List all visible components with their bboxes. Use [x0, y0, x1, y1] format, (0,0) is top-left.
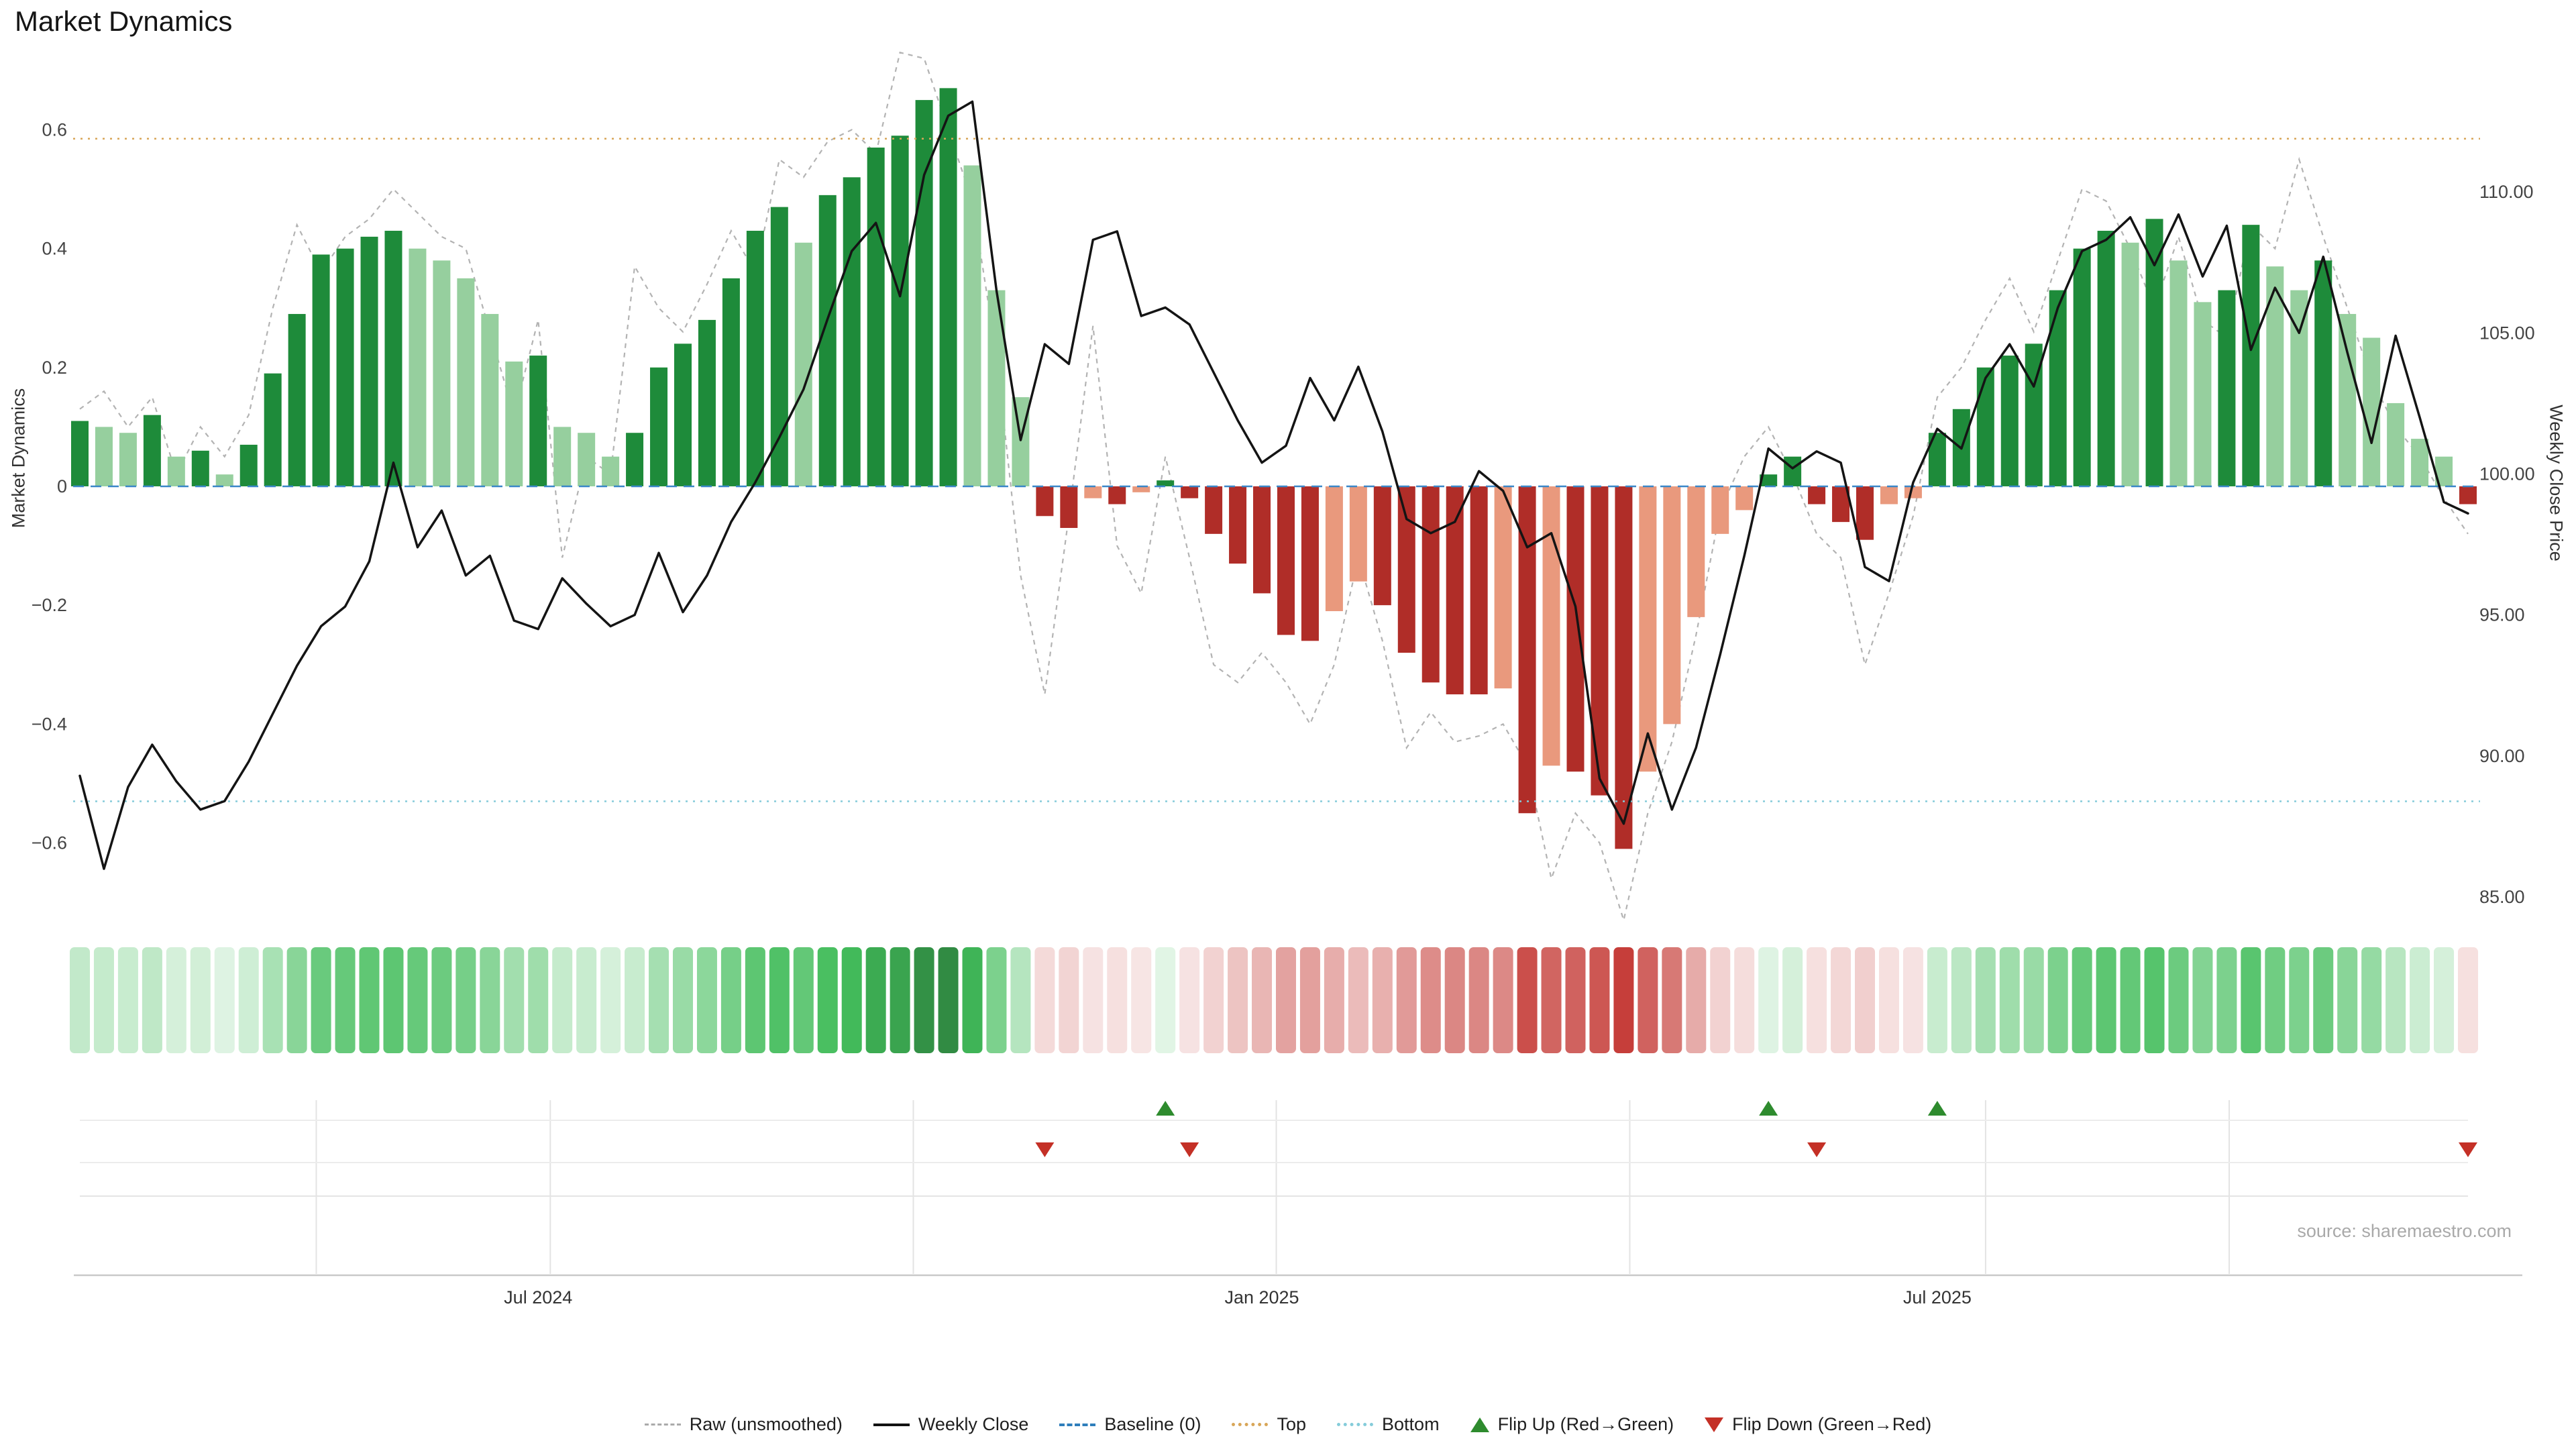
legend-item-flip-down: Flip Down (Green→Red)	[1705, 1414, 1931, 1435]
flip-up-marker-icon	[1759, 1101, 1778, 1116]
left-axis-title: Market Dynamics	[8, 388, 29, 529]
left-axis-tick: 0.6	[42, 119, 67, 140]
left-axis-tick: 0	[57, 476, 67, 496]
legend-label: Bottom	[1382, 1414, 1440, 1434]
flip-down-triangle-icon	[1705, 1417, 1724, 1432]
left-axis-tick: −0.6	[32, 833, 67, 853]
left-axis-tick: −0.2	[32, 595, 67, 615]
left-axis-tick: −0.4	[32, 714, 67, 734]
flip-up-triangle-icon	[1470, 1417, 1489, 1432]
right-axis-tick: 100.00	[2479, 464, 2535, 484]
left-axis-tick: 0.2	[42, 358, 67, 378]
flip-down-marker-icon	[1180, 1142, 1199, 1157]
x-axis-tick: Jan 2025	[1224, 1287, 1299, 1307]
weekly-close-line-swatch-icon	[873, 1423, 910, 1426]
flip-down-marker-icon	[1035, 1142, 1055, 1157]
flip-down-marker-icon	[1807, 1142, 1827, 1157]
right-axis-tick: 95.00	[2479, 605, 2525, 625]
legend-label: Raw (unsmoothed)	[689, 1414, 843, 1434]
baseline-swatch-icon	[1059, 1423, 1096, 1426]
source-attribution: source: sharemaestro.com	[2297, 1221, 2512, 1241]
right-axis-title: Weekly Close Price	[2546, 405, 2567, 561]
legend-item-top: Top	[1232, 1414, 1306, 1435]
bottom-line-swatch-icon	[1337, 1423, 1374, 1426]
x-axis-tick: Jul 2024	[504, 1287, 572, 1307]
flip-up-marker-icon	[1156, 1101, 1175, 1116]
lower-panel-gridlines	[74, 1100, 2522, 1277]
x-axis-tick: Jul 2025	[1903, 1287, 1972, 1307]
axis-tick-labels: 0.6 0.4 0.2 0 −0.2 −0.4 −0.6 110.00 105.00 100.00…	[32, 119, 2535, 1307]
legend-item-weekly-close: Weekly Close	[873, 1414, 1029, 1435]
legend-item-raw: Raw (unsmoothed)	[644, 1414, 843, 1435]
legend-label: Baseline (0)	[1104, 1414, 1201, 1434]
weekly-close-line	[78, 100, 2469, 870]
right-axis-tick: 85.00	[2479, 887, 2525, 907]
right-axis-tick: 105.00	[2479, 323, 2535, 343]
legend-label: Top	[1277, 1414, 1307, 1434]
flip-down-marker-icon	[2459, 1142, 2477, 1157]
market-dynamics-bars	[71, 88, 2477, 849]
top-line-swatch-icon	[1232, 1423, 1269, 1426]
chart-legend: Raw (unsmoothed) Weekly Close Baseline (…	[0, 1414, 2576, 1435]
legend-item-bottom: Bottom	[1337, 1414, 1440, 1435]
right-axis-tick: 90.00	[2479, 746, 2525, 766]
raw-unsmoothed-line	[79, 51, 2469, 923]
legend-item-baseline: Baseline (0)	[1059, 1414, 1201, 1435]
legend-item-flip-up: Flip Up (Red→Green)	[1470, 1414, 1674, 1435]
flip-up-marker-icon	[1927, 1101, 1947, 1116]
right-axis-tick: 110.00	[2479, 182, 2534, 202]
flip-markers	[1035, 1101, 2477, 1157]
reference-lines	[73, 138, 2480, 802]
left-axis-tick: 0.4	[42, 239, 67, 259]
dynamics-heatmap-strip	[70, 947, 2478, 1053]
raw-line-swatch-icon	[644, 1424, 681, 1426]
legend-label: Flip Up (Red→Green)	[1497, 1414, 1674, 1434]
legend-label: Flip Down (Green→Red)	[1732, 1414, 1932, 1434]
page-title: Market Dynamics	[15, 5, 233, 37]
legend-label: Weekly Close	[918, 1414, 1029, 1434]
